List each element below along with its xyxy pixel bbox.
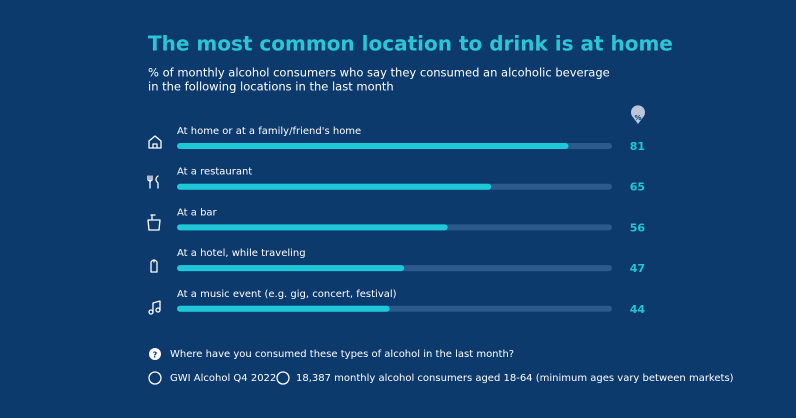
value-label: 65: [630, 181, 645, 194]
icon-music: [148, 300, 161, 315]
icon-home: [148, 135, 162, 149]
unit-badge: [631, 105, 646, 124]
question-icon: [149, 348, 161, 360]
category-label: At a bar: [177, 207, 218, 218]
bar: [177, 265, 405, 272]
bar: [177, 224, 448, 231]
sample-icon: [276, 371, 290, 385]
bar: [177, 183, 492, 190]
category-label: At home or at a family/friend's home: [177, 126, 361, 137]
question-text: Where have you consumed these types of a…: [170, 349, 514, 360]
value-label: 81: [630, 140, 645, 153]
source-text: GWI Alcohol Q4 2022: [170, 373, 276, 384]
category-label: At a restaurant: [177, 167, 252, 178]
icon-restaurant: [147, 175, 159, 189]
source-icon: [148, 371, 162, 385]
chart-subtitle: in the following locations in the last m…: [148, 80, 394, 94]
category-label: At a hotel, while traveling: [177, 248, 306, 259]
icon-hotel: [150, 259, 158, 273]
value-label: 47: [630, 262, 645, 275]
chart-title: The most common location to drink is at …: [148, 32, 673, 56]
question-icon-glyph: ?: [153, 351, 158, 360]
icon-bar: [147, 214, 161, 231]
category-label: At a music event (e.g. gig, concert, fes…: [177, 289, 397, 300]
value-label: 56: [630, 221, 646, 234]
bar: [177, 305, 390, 312]
bar: [177, 143, 569, 149]
sample-text: 18,387 monthly alcohol consumers aged 18…: [296, 373, 734, 384]
unit-label: %: [634, 114, 641, 122]
value-label: 44: [630, 303, 646, 316]
chart-subtitle: % of monthly alcohol consumers who say t…: [148, 66, 610, 80]
